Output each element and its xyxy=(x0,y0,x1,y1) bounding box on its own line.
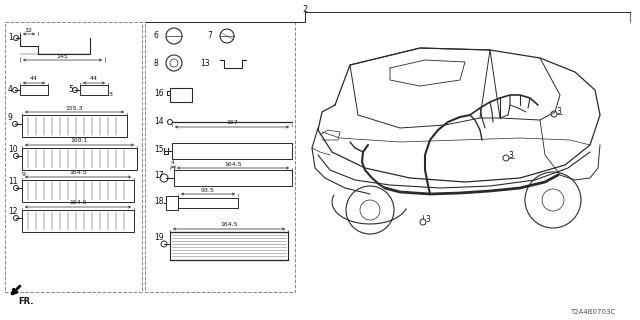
Text: 16: 16 xyxy=(154,90,164,99)
Bar xyxy=(22,210,134,232)
Bar xyxy=(174,170,292,186)
Text: 3: 3 xyxy=(425,215,430,225)
Bar xyxy=(22,148,137,170)
Text: 18: 18 xyxy=(154,197,163,206)
Text: 8: 8 xyxy=(154,59,159,68)
Bar xyxy=(166,196,178,210)
Text: 6: 6 xyxy=(154,31,159,41)
Bar xyxy=(145,22,295,292)
Text: 2: 2 xyxy=(302,4,308,13)
Bar xyxy=(22,180,134,202)
Text: 164.5: 164.5 xyxy=(69,201,87,205)
Bar xyxy=(20,85,48,95)
Text: 164.5: 164.5 xyxy=(224,162,242,166)
Bar xyxy=(178,198,238,208)
Text: 19: 19 xyxy=(154,234,164,243)
Text: 9: 9 xyxy=(22,172,26,177)
Text: 164.5: 164.5 xyxy=(220,222,238,228)
Text: 44: 44 xyxy=(90,76,98,82)
Text: 9: 9 xyxy=(8,114,13,123)
Text: 3: 3 xyxy=(556,108,561,116)
Bar xyxy=(80,85,108,95)
Bar xyxy=(170,88,192,102)
Text: 3: 3 xyxy=(109,92,113,98)
Text: 7: 7 xyxy=(207,31,212,41)
Text: 167: 167 xyxy=(226,121,238,125)
Text: 169.1: 169.1 xyxy=(70,139,88,143)
Text: 15: 15 xyxy=(154,146,164,155)
Bar xyxy=(170,232,288,260)
Text: 10: 10 xyxy=(8,146,18,155)
Text: 4: 4 xyxy=(8,85,13,94)
Text: 5: 5 xyxy=(68,85,73,94)
Text: 32: 32 xyxy=(25,28,33,33)
Text: 164.5: 164.5 xyxy=(69,171,87,175)
Text: 11: 11 xyxy=(8,178,17,187)
Text: 14: 14 xyxy=(154,117,164,126)
Text: 13: 13 xyxy=(200,59,210,68)
Text: 4: 4 xyxy=(170,161,173,165)
Text: 145: 145 xyxy=(56,53,68,59)
Text: FR.: FR. xyxy=(18,298,33,307)
Bar xyxy=(5,22,142,292)
Text: 155.3: 155.3 xyxy=(66,106,83,110)
Bar xyxy=(22,115,127,137)
Text: 12: 12 xyxy=(8,207,17,217)
Bar xyxy=(172,143,292,159)
Text: 93.5: 93.5 xyxy=(201,188,215,193)
Text: 44: 44 xyxy=(30,76,38,82)
Text: 1: 1 xyxy=(8,34,13,43)
Text: T2A4B0703C: T2A4B0703C xyxy=(570,309,615,315)
Text: 3: 3 xyxy=(508,151,513,161)
Text: 17: 17 xyxy=(154,172,164,180)
